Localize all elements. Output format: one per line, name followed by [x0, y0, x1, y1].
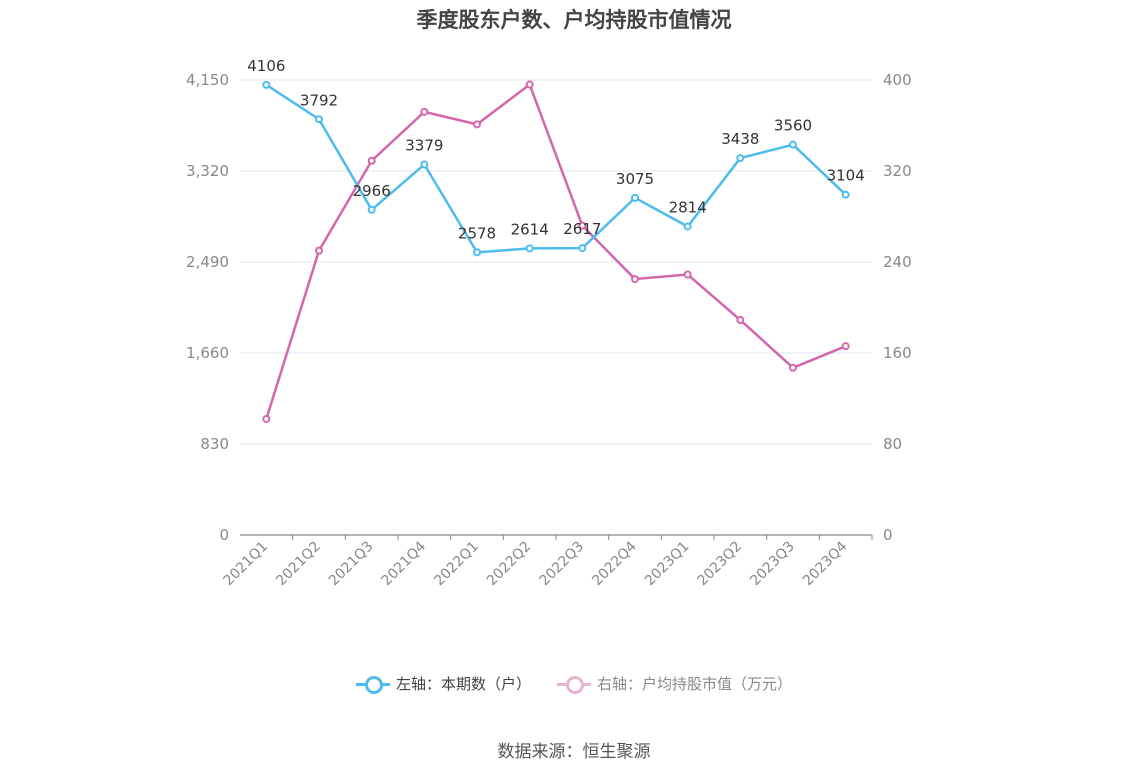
x-tick-label: 2022Q1: [431, 539, 482, 590]
data-label: 3379: [405, 137, 443, 155]
data-point: [367, 156, 376, 165]
legend-item-right[interactable]: 右轴：户均持股市值（万元）: [557, 673, 792, 694]
y-right-tick-label: 0: [883, 526, 893, 544]
data-point: [631, 193, 639, 202]
legend-swatch-right-icon: [557, 675, 591, 694]
data-point: [683, 270, 692, 279]
data-point: [578, 221, 587, 230]
y-left-tick-label: 1,660: [186, 344, 229, 362]
x-tick-label: 2023Q2: [695, 539, 746, 590]
x-tick-label: 2023Q4: [800, 538, 851, 589]
data-labels: 4106 3792 2966 3379 2578 2614 2617 3075 2814 3438…: [247, 57, 865, 243]
chart-title: 季度股东户数、户均持股市值情况: [416, 8, 732, 32]
data-label: 3438: [721, 130, 759, 148]
source-note: 数据来源：恒生聚源: [497, 742, 651, 762]
y-left-tick-label: 830: [200, 435, 229, 453]
x-tick-label: 2022Q4: [589, 538, 640, 589]
data-point: [631, 275, 639, 284]
y-right-tick-label: 80: [883, 435, 902, 453]
data-point: [473, 248, 481, 257]
data-point: [525, 244, 534, 253]
x-tick-label: 2021Q4: [379, 538, 430, 589]
y-right-tick-label: 400: [883, 71, 912, 89]
data-point: [736, 154, 745, 163]
gridlines: [240, 79, 872, 445]
series-line: [265, 83, 847, 420]
data-point: [420, 160, 429, 169]
data-point: [683, 222, 692, 231]
data-label: 3560: [774, 117, 812, 135]
data-point: [420, 107, 429, 116]
data-label: 3104: [827, 167, 865, 185]
x-tick-label: 2021Q3: [326, 539, 377, 590]
data-label: 2966: [353, 182, 391, 200]
legend-label-right: 右轴：户均持股市值（万元）: [597, 675, 793, 693]
data-point: [262, 414, 271, 423]
data-label: 2578: [458, 224, 496, 242]
y-left-tick-label: 0: [219, 526, 229, 544]
data-point: [736, 316, 745, 325]
data-label: 4106: [247, 57, 285, 75]
data-point: [841, 190, 850, 199]
x-tick-label: 2021Q2: [273, 539, 324, 590]
y-left-tick-label: 2,490: [186, 253, 229, 271]
data-point: [367, 205, 376, 214]
legend-label-left: 左轴：本期数（户）: [395, 675, 531, 693]
y-left-tick-label: 4,150: [186, 71, 229, 89]
x-tick-label: 2022Q3: [537, 539, 588, 590]
data-point: [578, 244, 587, 253]
data-point: [315, 115, 323, 124]
series-line: [265, 83, 847, 254]
data-label: 3075: [616, 170, 654, 188]
y-right-tick-label: 320: [883, 162, 912, 180]
legend: 左轴：本期数（户） 右轴：户均持股市值（万元）: [0, 673, 1148, 694]
data-point: [473, 120, 481, 129]
data-point: [841, 342, 850, 351]
data-label: 2814: [669, 198, 707, 216]
legend-item-left[interactable]: 左轴：本期数（户）: [355, 673, 531, 694]
y-left-tick-label: 3,320: [186, 162, 229, 180]
data-point: [525, 80, 534, 89]
data-point: [262, 80, 271, 89]
legend-swatch-left-icon: [355, 675, 390, 694]
x-tick-label: 2022Q2: [484, 539, 535, 590]
series-right: [262, 80, 850, 423]
x-tick-label: 2023Q3: [747, 539, 798, 590]
data-label: 3792: [300, 91, 338, 109]
y-right-tick-label: 160: [883, 344, 912, 362]
x-tick-label: 2021Q1: [221, 539, 272, 590]
data-point: [789, 140, 797, 149]
data-label: 2617: [563, 220, 601, 238]
series-left: [262, 80, 850, 257]
data-label: 2614: [511, 220, 549, 238]
data-point: [789, 363, 797, 372]
y-right-tick-label: 240: [883, 253, 912, 271]
x-tick-label: 2023Q1: [642, 539, 693, 590]
data-point: [315, 246, 323, 255]
